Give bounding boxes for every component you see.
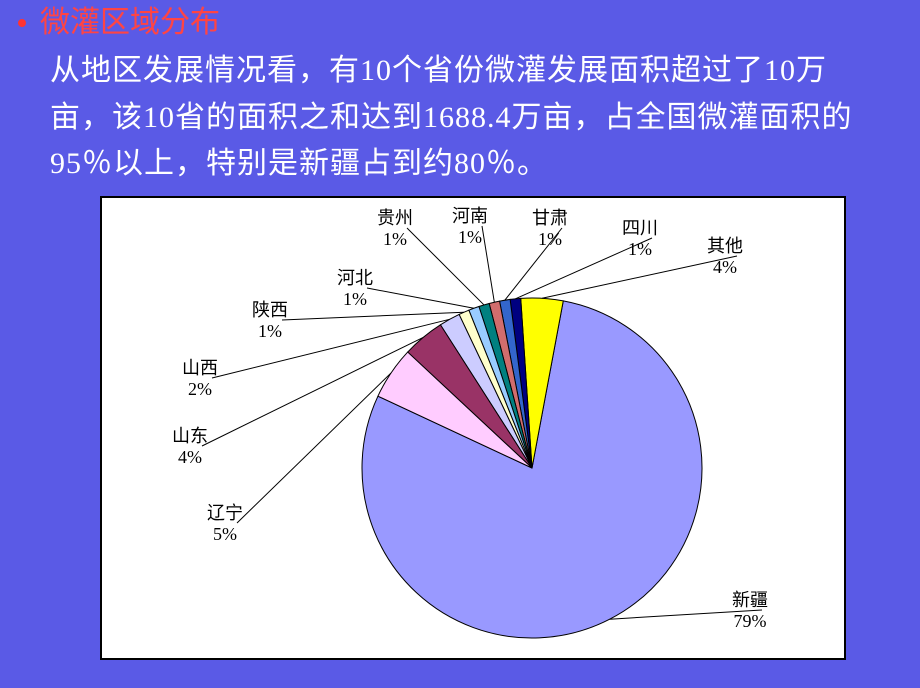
pie-label-percent: 79% <box>734 611 767 631</box>
pie-label-name: 河南 <box>452 206 488 226</box>
pie-label: 河北1% <box>337 268 373 309</box>
pie-label-percent: 4% <box>178 447 202 467</box>
pie-label-percent: 1% <box>258 321 282 341</box>
pie-label-name: 甘肃 <box>532 208 568 228</box>
leader-line <box>367 288 474 308</box>
bullet-icon <box>18 19 26 27</box>
pie-label: 甘肃1% <box>532 208 568 249</box>
pie-label-percent: 1% <box>538 229 562 249</box>
pie-label-name: 贵州 <box>377 208 413 228</box>
pie-label: 四川1% <box>622 218 658 259</box>
pie-label: 陕西1% <box>252 300 288 341</box>
slide: 微灌区域分布 从地区发展情况看，有10个省份微灌发展面积超过了10万亩，该10省… <box>0 0 920 688</box>
pie-label-percent: 4% <box>713 257 737 277</box>
page-title: 微灌区域分布 <box>40 8 220 38</box>
pie-label: 新疆79% <box>732 590 768 631</box>
pie-label-percent: 1% <box>383 229 407 249</box>
title-row: 微灌区域分布 <box>18 8 220 38</box>
pie-label-name: 河北 <box>337 268 373 288</box>
pie-label-name: 新疆 <box>732 590 768 610</box>
pie-label: 贵州1% <box>377 208 413 249</box>
pie-label-name: 四川 <box>622 218 658 238</box>
pie-label-name: 陕西 <box>252 300 288 320</box>
body-text: 从地区发展情况看，有10个省份微灌发展面积超过了10万亩，该10省的面积之和达到… <box>50 48 880 188</box>
pie-label-name: 山西 <box>182 358 218 378</box>
pie-label-percent: 1% <box>343 289 367 309</box>
pie-label-name: 辽宁 <box>207 503 243 523</box>
pie-label-percent: 5% <box>213 524 237 544</box>
pie-label-percent: 1% <box>628 239 652 259</box>
pie-label-name: 其他 <box>707 236 743 256</box>
pie-label-percent: 1% <box>458 227 482 247</box>
pie-label: 其他4% <box>707 236 743 277</box>
pie-label: 河南1% <box>452 206 488 247</box>
pie-label-percent: 2% <box>188 379 212 399</box>
pie-chart: 新疆79%其他4%四川1%甘肃1%河南1%贵州1%河北1%陕西1%山西2%山东4… <box>100 196 846 660</box>
leader-line <box>282 312 464 320</box>
pie-label-name: 山东 <box>172 426 208 446</box>
pie-label: 辽宁5% <box>207 503 243 544</box>
pie-label: 山东4% <box>172 426 208 467</box>
pie-label: 山西2% <box>182 358 218 399</box>
